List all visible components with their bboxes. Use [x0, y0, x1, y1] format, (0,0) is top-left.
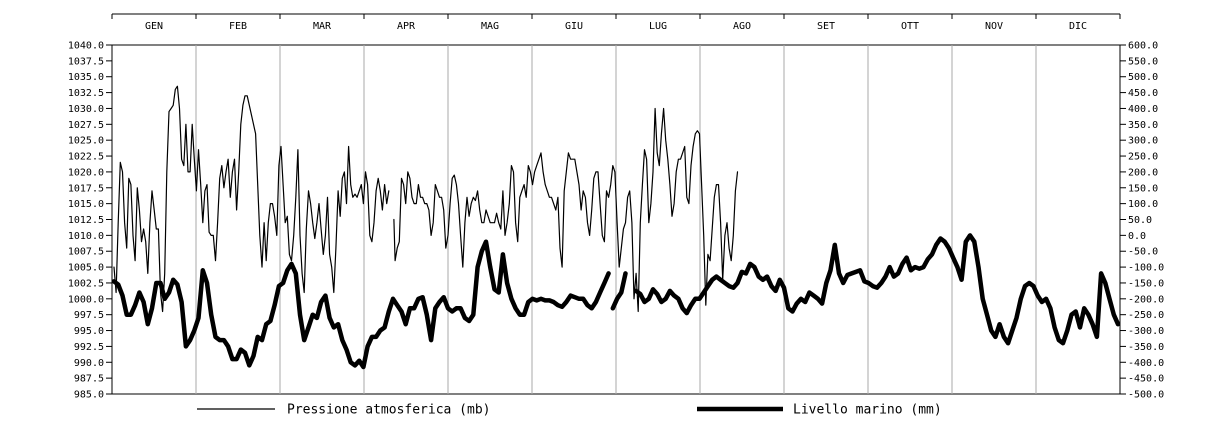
- right-tick-label: 550.0: [1128, 56, 1158, 67]
- left-tick-label: 987.5: [74, 374, 104, 385]
- left-tick-label: 1017.5: [68, 183, 104, 194]
- left-tick-label: 1000.0: [68, 294, 104, 305]
- left-tick-label: 997.5: [74, 310, 104, 321]
- right-tick-label: -50.0: [1128, 247, 1158, 258]
- right-tick-label: -300.0: [1128, 326, 1164, 337]
- left-tick-label: 1015.0: [68, 199, 104, 210]
- left-tick-label: 1010.0: [68, 231, 104, 242]
- top-month-axis: GEN FEB MAR APR MAG GIU LUG AGO SET OTT NOV DIC: [111, 13, 1121, 32]
- month-label: FEB: [229, 21, 247, 32]
- legend-sea-level-label: Livello marino (mm): [793, 403, 942, 418]
- right-tick-label: -250.0: [1128, 310, 1164, 321]
- right-tick-label: -400.0: [1128, 358, 1164, 369]
- month-label: LUG: [649, 21, 667, 32]
- left-tick-label: 1037.5: [68, 56, 104, 67]
- left-tick-label: 1032.5: [68, 88, 104, 99]
- month-label: DIC: [1069, 21, 1087, 32]
- left-axis: 1040.0 1037.5 1035.0 1032.5 1030.0 1027.5 1025…: [68, 41, 113, 401]
- right-tick-label: 50.0: [1128, 215, 1152, 226]
- right-tick-label: 600.0: [1128, 41, 1158, 52]
- left-tick-label: 1027.5: [68, 120, 104, 131]
- month-label: GIU: [565, 21, 583, 32]
- right-tick-label: -350.0: [1128, 342, 1164, 353]
- legend-pressure-label: Pressione atmosferica (mb): [287, 403, 491, 418]
- month-label: OTT: [901, 21, 919, 32]
- month-label: AGO: [733, 21, 751, 32]
- right-tick-label: -150.0: [1128, 278, 1164, 289]
- month-grid: [195, 45, 1037, 394]
- left-tick-label: 985.0: [74, 390, 104, 401]
- month-label: MAG: [481, 21, 499, 32]
- left-tick-label: 1005.0: [68, 263, 104, 274]
- right-tick-label: -500.0: [1128, 390, 1164, 401]
- month-label: APR: [397, 21, 416, 32]
- right-tick-label: 400.0: [1128, 104, 1158, 115]
- right-tick-label: 0.0: [1128, 231, 1146, 242]
- right-tick-label: 500.0: [1128, 72, 1158, 83]
- right-tick-label: 100.0: [1128, 199, 1158, 210]
- right-tick-label: 200.0: [1128, 167, 1158, 178]
- series-line-sea-level: [111, 233, 1121, 370]
- month-label: GEN: [145, 21, 163, 32]
- left-tick-label: 990.0: [74, 358, 104, 369]
- month-label: SET: [817, 21, 835, 32]
- left-tick-label: 1030.0: [68, 104, 104, 115]
- left-tick-label: 1040.0: [68, 41, 104, 52]
- left-tick-label: 1012.5: [68, 215, 104, 226]
- left-tick-label: 1002.5: [68, 278, 104, 289]
- series-layer: [111, 85, 1121, 370]
- right-axis: 600.0 550.0 500.0 450.0 400.0 350.0 300.0 250.0…: [1119, 41, 1164, 401]
- right-tick-label: -450.0: [1128, 374, 1164, 385]
- left-tick-label: 995.0: [74, 326, 104, 337]
- left-tick-label: 992.5: [74, 342, 104, 353]
- left-tick-label: 1025.0: [68, 136, 104, 147]
- right-tick-label: 450.0: [1128, 88, 1158, 99]
- right-tick-label: 250.0: [1128, 152, 1158, 163]
- month-label: NOV: [985, 21, 1003, 32]
- month-label: MAR: [313, 21, 332, 32]
- left-tick-label: 1035.0: [68, 72, 104, 83]
- right-tick-label: 150.0: [1128, 183, 1158, 194]
- right-tick-label: -100.0: [1128, 263, 1164, 274]
- legend: Pressione atmosferica (mb) Livello marino…: [197, 403, 942, 418]
- left-tick-label: 1020.0: [68, 167, 104, 178]
- right-tick-label: 300.0: [1128, 136, 1158, 147]
- right-tick-label: -200.0: [1128, 294, 1164, 305]
- right-tick-label: 350.0: [1128, 120, 1158, 131]
- left-tick-label: 1022.5: [68, 152, 104, 163]
- series-line-pressure: [113, 85, 739, 313]
- left-tick-label: 1007.5: [68, 247, 104, 258]
